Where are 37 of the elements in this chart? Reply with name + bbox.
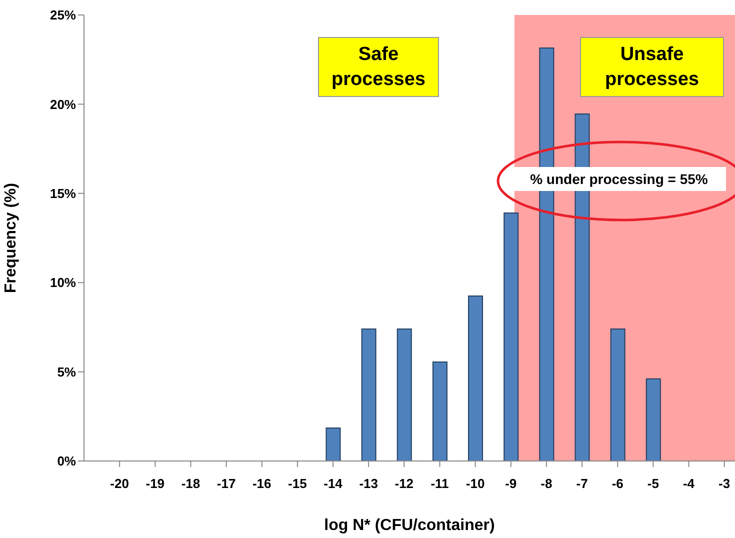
x-tick-label: -8: [540, 476, 552, 492]
bar: [361, 328, 376, 461]
bar: [468, 295, 484, 461]
x-tick-label: -17: [216, 476, 236, 492]
x-tick-label: -19: [146, 476, 165, 492]
y-tick-label: 5%: [57, 364, 76, 380]
y-tick-label: 20%: [50, 96, 76, 112]
x-tick-label: -6: [612, 476, 624, 492]
y-axis-title: Frequency (%): [2, 182, 20, 294]
y-tick-label: 25%: [50, 8, 76, 23]
x-tick-label: -3: [718, 476, 730, 492]
y-tick-label: 0%: [57, 454, 76, 469]
x-tick-label: -14: [324, 476, 344, 492]
x-tick-label: -11: [430, 476, 449, 492]
annotation: % under processing = 55%: [512, 167, 726, 191]
x-tick-label: -20: [110, 476, 129, 492]
x-tick-label: -10: [466, 476, 485, 492]
x-axis-title: log N* (CFU/container): [324, 517, 495, 534]
x-tick-label: -5: [647, 476, 659, 492]
y-tick-label: 15%: [50, 186, 76, 202]
x-tick-label: -9: [505, 476, 517, 492]
bar: [326, 427, 341, 461]
y-tick-label: 10%: [50, 275, 76, 290]
x-tick-label: -18: [181, 476, 200, 492]
bar: [396, 328, 412, 461]
bar: [646, 378, 661, 461]
x-tick-label: -13: [359, 476, 378, 492]
x-tick-label: -7: [576, 476, 588, 492]
annotation: Unsafe processes: [580, 37, 724, 97]
x-tick-label: -16: [252, 476, 272, 492]
annotation: Safe processes: [318, 37, 439, 97]
bar: [610, 328, 626, 461]
bar: [504, 212, 519, 461]
x-tick-label: -15: [288, 476, 307, 492]
bar: [432, 361, 448, 461]
x-tick-label: -12: [394, 476, 414, 492]
x-tick-label: -4: [682, 476, 696, 492]
